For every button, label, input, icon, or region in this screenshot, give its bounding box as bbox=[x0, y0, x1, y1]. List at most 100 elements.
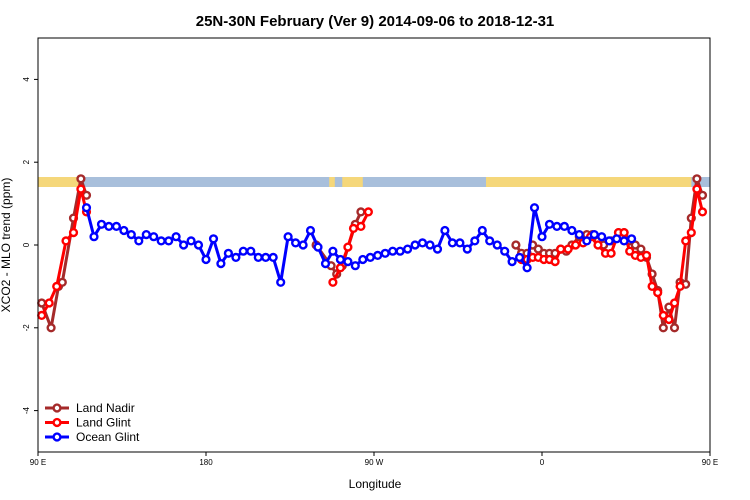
data-point bbox=[550, 257, 560, 267]
data-point bbox=[44, 298, 54, 308]
legend-label: Land Nadir bbox=[76, 401, 135, 415]
data-point bbox=[283, 232, 293, 242]
data-point bbox=[356, 207, 366, 217]
data-point bbox=[522, 263, 532, 273]
data-point bbox=[619, 228, 629, 238]
data-point bbox=[186, 236, 196, 246]
data-point bbox=[432, 244, 443, 254]
data-point bbox=[500, 246, 510, 256]
data-point bbox=[626, 234, 637, 244]
data-point bbox=[305, 225, 316, 236]
legend-marker bbox=[52, 432, 62, 442]
data-point bbox=[606, 248, 616, 258]
series-ocean-glint bbox=[81, 203, 637, 287]
data-point bbox=[52, 281, 62, 292]
data-point bbox=[417, 238, 428, 248]
data-point bbox=[477, 225, 487, 236]
land-band bbox=[38, 177, 81, 187]
data-point bbox=[348, 223, 359, 234]
data-point bbox=[373, 250, 383, 261]
data-point bbox=[604, 236, 614, 246]
data-point bbox=[570, 240, 581, 250]
data-point bbox=[335, 263, 346, 273]
legend-label: Ocean Glint bbox=[76, 430, 140, 444]
data-point bbox=[669, 323, 680, 333]
y-tick-label: 2 bbox=[22, 159, 31, 164]
data-point bbox=[201, 254, 211, 265]
y-tick-label: -4 bbox=[22, 406, 31, 414]
data-point bbox=[563, 244, 573, 254]
data-point bbox=[492, 240, 502, 250]
legend-label: Land Glint bbox=[76, 416, 131, 430]
data-point bbox=[612, 234, 622, 244]
data-point bbox=[511, 240, 521, 250]
data-point bbox=[559, 221, 570, 232]
data-point bbox=[589, 230, 599, 240]
data-point bbox=[37, 310, 47, 321]
data-point bbox=[156, 236, 166, 246]
data-point bbox=[343, 257, 353, 267]
data-point bbox=[529, 203, 540, 213]
data-point bbox=[149, 232, 159, 242]
legend-marker bbox=[52, 403, 62, 413]
data-point bbox=[597, 232, 607, 242]
data-point bbox=[231, 252, 241, 263]
data-point bbox=[647, 281, 657, 292]
data-point bbox=[208, 234, 219, 244]
data-point bbox=[556, 244, 566, 254]
ocean-band bbox=[38, 177, 710, 187]
data-point bbox=[276, 277, 286, 287]
data-point bbox=[291, 238, 301, 248]
series-land-glint bbox=[37, 184, 708, 325]
data-point bbox=[365, 252, 375, 263]
data-point bbox=[675, 281, 685, 292]
data-point bbox=[625, 246, 635, 256]
x-axis: 90 E 180 90 W 0 90 E bbox=[30, 452, 718, 467]
x-tick-label: 90 E bbox=[30, 458, 46, 467]
legend-marker bbox=[52, 417, 62, 428]
data-point bbox=[320, 259, 331, 269]
data-point bbox=[664, 314, 674, 325]
data-point bbox=[403, 244, 413, 254]
land-band bbox=[329, 177, 335, 187]
data-point bbox=[485, 236, 495, 246]
data-point bbox=[104, 221, 114, 232]
data-point bbox=[462, 244, 472, 254]
data-point bbox=[81, 203, 92, 213]
data-point bbox=[343, 242, 353, 252]
data-point bbox=[261, 252, 271, 263]
x-tick-label: 90 E bbox=[702, 458, 718, 467]
y-tick-label: 0 bbox=[22, 242, 31, 247]
data-point bbox=[593, 240, 603, 250]
data-point bbox=[119, 225, 129, 236]
data-point bbox=[37, 298, 47, 308]
data-point bbox=[514, 252, 525, 263]
data-point bbox=[111, 221, 122, 232]
data-point bbox=[470, 236, 480, 246]
data-point bbox=[171, 232, 181, 242]
data-point bbox=[268, 252, 278, 263]
y-axis-title: XCO2 - MLO trend (ppm) bbox=[0, 178, 13, 313]
data-point bbox=[619, 236, 629, 246]
data-point bbox=[658, 323, 668, 333]
data-point bbox=[363, 207, 374, 217]
data-point bbox=[126, 230, 136, 240]
data-point bbox=[440, 225, 450, 236]
data-point bbox=[141, 230, 151, 240]
y-tick-label: -2 bbox=[22, 324, 31, 332]
x-tick-label: 90 W bbox=[365, 458, 384, 467]
data-point bbox=[692, 174, 702, 184]
y-tick-label: 4 bbox=[22, 77, 31, 82]
data-point bbox=[89, 232, 99, 242]
data-point bbox=[544, 219, 555, 229]
data-point bbox=[537, 232, 547, 242]
data-point bbox=[582, 236, 592, 246]
data-point bbox=[681, 236, 691, 246]
land-ocean-strip bbox=[38, 177, 710, 187]
data-point bbox=[298, 240, 308, 250]
data-point bbox=[697, 207, 708, 217]
data-point bbox=[46, 323, 56, 333]
data-point bbox=[641, 250, 652, 261]
